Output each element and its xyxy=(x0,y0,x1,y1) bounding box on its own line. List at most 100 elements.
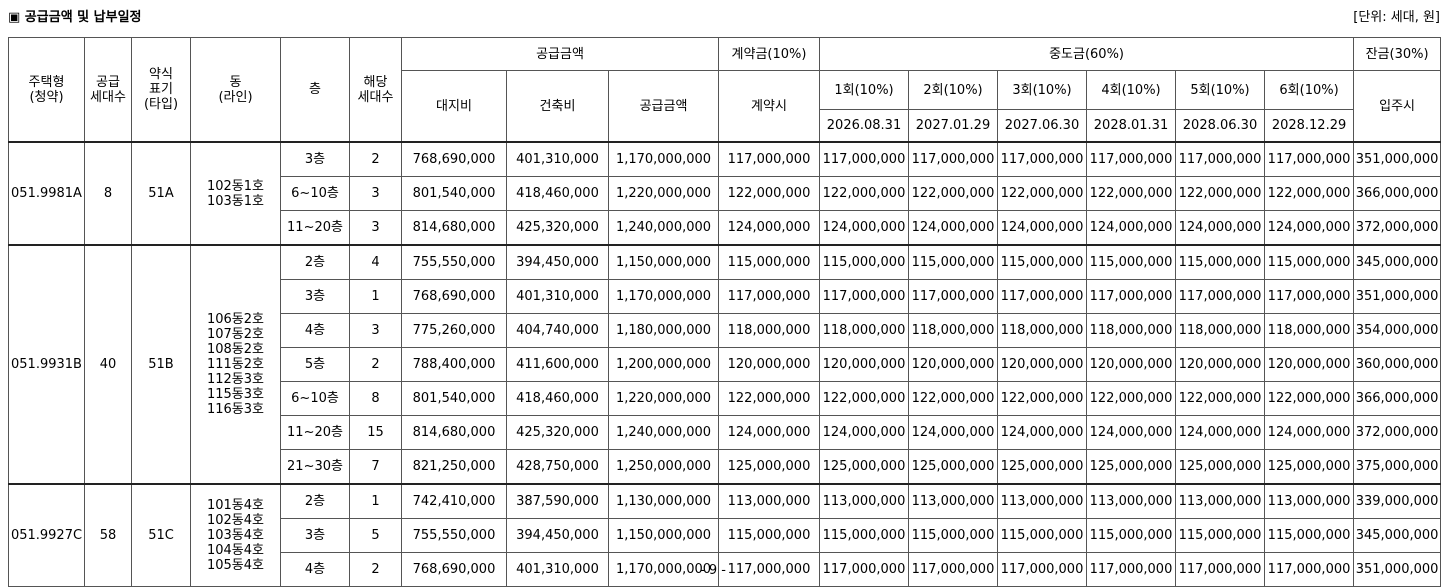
cell-interim-4: 124,000,000 xyxy=(1086,210,1176,246)
table-header: 주택형 (청약) 공급 세대수 약식 표기 (타입) 동 (라인) 층 해당 세… xyxy=(8,37,1442,143)
table-row: 051.9981A 8 51A 102동1호 103동1호 3층 2 768,690,000… xyxy=(8,141,1442,246)
cell-interim-6: 113,000,000 xyxy=(1263,483,1355,519)
cell-land: 801,540,000 xyxy=(401,176,507,211)
col-interim-group: 중도금(60%) xyxy=(818,37,1355,71)
col-balance-group: 잔금(30%) xyxy=(1353,37,1442,71)
cell-floor: 4층 xyxy=(280,313,350,348)
cell-interim-2: 125,000,000 xyxy=(908,449,998,485)
cell-interim-6: 122,000,000 xyxy=(1263,381,1355,416)
cell-balance: 345,000,000 xyxy=(1353,518,1442,553)
cell-deposit: 122,000,000 xyxy=(718,176,820,211)
cell-interim-5: 124,000,000 xyxy=(1175,415,1265,450)
cell-balance: 372,000,000 xyxy=(1353,210,1442,246)
cell-interim-5: 117,000,000 xyxy=(1175,552,1265,587)
cell-units: 3 xyxy=(349,210,402,246)
cell-interim-3: 117,000,000 xyxy=(997,279,1087,314)
cell-units: 5 xyxy=(349,518,402,553)
cell-deposit: 125,000,000 xyxy=(718,449,820,485)
cell-supply-price: 1,130,000,000 xyxy=(608,483,719,519)
cell-floor: 6~10층 xyxy=(280,381,350,416)
cell-floor: 21~30층 xyxy=(280,449,350,485)
cell-interim-2: 124,000,000 xyxy=(908,415,998,450)
cell-interim-2: 122,000,000 xyxy=(908,381,998,416)
cell-land: 814,680,000 xyxy=(401,210,507,246)
cell-interim-3: 118,000,000 xyxy=(997,313,1087,348)
cell-building: 425,320,000 xyxy=(506,210,609,246)
col-deposit-group: 계약금(10%) xyxy=(718,37,820,71)
cell-interim-4: 117,000,000 xyxy=(1086,552,1176,587)
cell-deposit: 120,000,000 xyxy=(718,347,820,382)
cell-type: 51A xyxy=(131,141,191,246)
cell-supply-price: 1,170,000,000 xyxy=(608,141,719,177)
cell-interim-5: 113,000,000 xyxy=(1175,483,1265,519)
col-interim-6: 6회(10%) xyxy=(1263,70,1355,110)
cell-building: 418,460,000 xyxy=(506,381,609,416)
cell-supply-price: 1,150,000,000 xyxy=(608,518,719,553)
col-dong-label: 동 (라인) xyxy=(218,74,253,105)
table-body: 051.9981A 8 51A 102동1호 103동1호 3층 2 768,690,000… xyxy=(8,141,1442,587)
col-interim-4: 4회(10%) xyxy=(1086,70,1176,110)
cell-land: 788,400,000 xyxy=(401,347,507,382)
table-row: 3층 5 755,550,000 394,450,000 1,150,000,000 11… xyxy=(9,518,1442,553)
cell-floor: 3층 xyxy=(280,141,350,177)
col-supply-price: 공급금액 xyxy=(608,70,719,143)
cell-interim-3: 124,000,000 xyxy=(997,415,1087,450)
cell-balance: 372,000,000 xyxy=(1353,415,1442,450)
cell-supply-price: 1,220,000,000 xyxy=(608,381,719,416)
cell-interim-3: 124,000,000 xyxy=(997,210,1087,246)
cell-dong: 106동2호 107동2호 108동2호 111동2호 112동3호 115동3… xyxy=(190,244,281,485)
cell-interim-6: 120,000,000 xyxy=(1263,347,1355,382)
cell-interim-2: 118,000,000 xyxy=(908,313,998,348)
cell-units: 2 xyxy=(349,141,402,177)
cell-units: 1 xyxy=(349,279,402,314)
cell-interim-1: 113,000,000 xyxy=(819,483,909,519)
cell-type: 51C xyxy=(131,483,191,587)
cell-interim-5: 115,000,000 xyxy=(1175,518,1265,553)
cell-building: 425,320,000 xyxy=(506,415,609,450)
cell-interim-5: 120,000,000 xyxy=(1175,347,1265,382)
cell-interim-1: 124,000,000 xyxy=(819,210,909,246)
cell-interim-4: 117,000,000 xyxy=(1086,141,1176,177)
cell-supply-price: 1,180,000,000 xyxy=(608,313,719,348)
cell-interim-4: 115,000,000 xyxy=(1086,518,1176,553)
col-type-label: 약식 표기 (타입) xyxy=(143,67,179,112)
cell-dong: 102동1호 103동1호 xyxy=(190,141,281,246)
cell-interim-5: 115,000,000 xyxy=(1175,244,1265,280)
cell-interim-1: 115,000,000 xyxy=(819,518,909,553)
cell-interim-5: 124,000,000 xyxy=(1175,210,1265,246)
cell-floor: 3층 xyxy=(280,279,350,314)
cell-interim-3: 113,000,000 xyxy=(997,483,1087,519)
cell-interim-6: 115,000,000 xyxy=(1263,244,1355,280)
cell-interim-1: 115,000,000 xyxy=(819,244,909,280)
cell-supply-price: 1,220,000,000 xyxy=(608,176,719,211)
cell-type: 51B xyxy=(131,244,191,485)
col-units-label: 해당 세대수 xyxy=(357,74,394,105)
cell-interim-4: 118,000,000 xyxy=(1086,313,1176,348)
cell-land: 768,690,000 xyxy=(401,141,507,177)
cell-interim-2: 113,000,000 xyxy=(908,483,998,519)
cell-interim-6: 124,000,000 xyxy=(1263,210,1355,246)
col-dong: 동 (라인) xyxy=(190,37,281,143)
cell-interim-3: 122,000,000 xyxy=(997,381,1087,416)
cell-interim-6: 124,000,000 xyxy=(1263,415,1355,450)
cell-balance: 354,000,000 xyxy=(1353,313,1442,348)
col-interim-1: 1회(10%) xyxy=(819,70,909,110)
title-row: ▣ 공급금액 및 납부일정 [단위: 세대, 원] xyxy=(8,5,1440,29)
cell-land: 768,690,000 xyxy=(401,552,507,587)
cell-deposit: 117,000,000 xyxy=(718,552,820,587)
cell-interim-5: 122,000,000 xyxy=(1175,176,1265,211)
cell-building: 387,590,000 xyxy=(506,483,609,519)
col-housing-type-label: 주택형 (청약) xyxy=(28,74,65,105)
cell-units: 2 xyxy=(349,552,402,587)
cell-interim-6: 125,000,000 xyxy=(1263,449,1355,485)
col-interim-3: 3회(10%) xyxy=(997,70,1087,110)
cell-interim-2: 122,000,000 xyxy=(908,176,998,211)
cell-interim-1: 117,000,000 xyxy=(819,279,909,314)
cell-interim-2: 117,000,000 xyxy=(908,141,998,177)
cell-building: 394,450,000 xyxy=(506,244,609,280)
cell-interim-2: 115,000,000 xyxy=(908,244,998,280)
cell-balance: 345,000,000 xyxy=(1353,244,1442,280)
cell-land: 814,680,000 xyxy=(401,415,507,450)
cell-supply-units: 8 xyxy=(84,141,132,246)
cell-deposit: 115,000,000 xyxy=(718,244,820,280)
